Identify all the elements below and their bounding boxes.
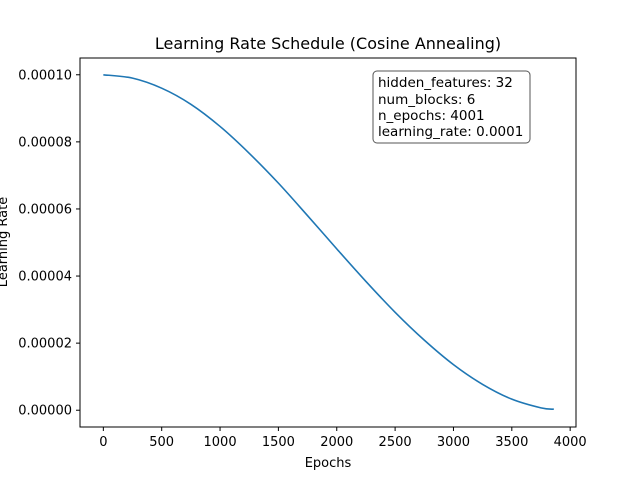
annotation-line-n-epochs: n_epochs: 4001 <box>378 108 485 124</box>
y-tick-label: 0.00010 <box>18 68 72 83</box>
y-tick-label: 0.00004 <box>18 270 72 285</box>
hyperparameter-annotation: hidden_features: 32 num_blocks: 6 n_epoc… <box>372 70 531 144</box>
x-tick-label: 0 <box>99 435 107 450</box>
annotation-line-learning-rate: learning_rate: 0.0001 <box>378 124 523 140</box>
x-tick-label: 4000 <box>554 435 587 450</box>
x-tick-label: 1000 <box>204 435 237 450</box>
annotation-line-num-blocks: num_blocks: 6 <box>378 92 475 108</box>
series-line-learning-rate <box>103 73 554 411</box>
y-tick-label: 0.00006 <box>18 202 72 217</box>
plot-area <box>79 57 577 428</box>
x-axis-label: Epochs <box>305 456 352 471</box>
annotation-line-hidden-features: hidden_features: 32 <box>378 75 513 91</box>
x-tick-label: 500 <box>149 435 174 450</box>
x-tick-label: 2000 <box>320 435 353 450</box>
x-tick-label: 1500 <box>262 435 295 450</box>
chart-title: Learning Rate Schedule (Cosine Annealing… <box>155 34 501 53</box>
x-tick-label: 3500 <box>495 435 528 450</box>
y-axis: 0.00000 0.00002 0.00004 0.00006 0.00008 0.000… <box>18 68 80 419</box>
x-tick-label: 2500 <box>379 435 412 450</box>
annotation-box-frame <box>372 70 531 144</box>
y-tick-label: 0.00002 <box>18 337 72 352</box>
y-tick-label: 0.00000 <box>18 404 72 419</box>
y-axis-label: Learning Rate <box>0 197 11 287</box>
x-tick-label: 3000 <box>437 435 470 450</box>
x-axis: 0 500 1000 1500 2000 2500 3000 3500 4000 <box>99 427 587 450</box>
y-tick-label: 0.00008 <box>18 135 72 150</box>
